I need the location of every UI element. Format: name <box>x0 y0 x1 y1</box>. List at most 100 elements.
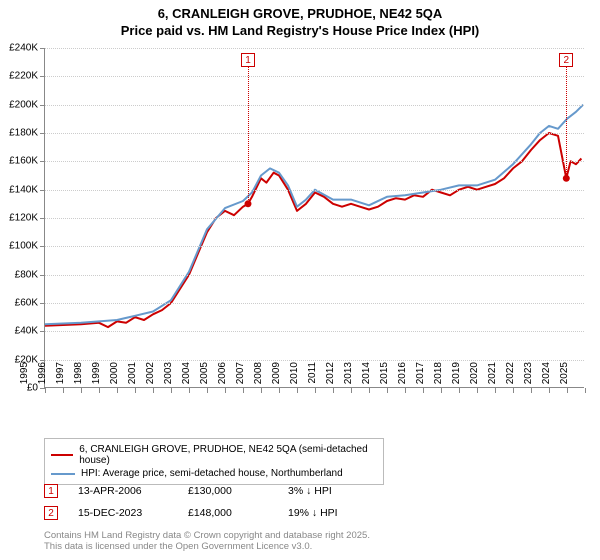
legend-swatch <box>51 454 73 456</box>
x-tick-mark <box>585 388 586 393</box>
series-line-hpi <box>45 105 583 325</box>
x-tick-label: 2021 <box>487 362 498 392</box>
y-tick-mark <box>40 275 45 276</box>
x-tick-label: 2014 <box>361 362 372 392</box>
y-tick-label: £160K <box>0 156 38 167</box>
event-marker-box: 2 <box>44 506 58 520</box>
x-tick-label: 2018 <box>433 362 444 392</box>
y-tick-mark <box>40 133 45 134</box>
y-tick-mark <box>40 190 45 191</box>
y-tick-mark <box>40 360 45 361</box>
x-tick-label: 1997 <box>55 362 66 392</box>
y-tick-label: £200K <box>0 99 38 110</box>
x-tick-label: 2019 <box>451 362 462 392</box>
y-tick-mark <box>40 105 45 106</box>
y-tick-label: £140K <box>0 184 38 195</box>
x-tick-label: 2005 <box>199 362 210 392</box>
gridline-h <box>45 303 584 304</box>
event-marker-box: 1 <box>44 484 58 498</box>
legend-row: HPI: Average price, semi-detached house,… <box>51 467 377 480</box>
legend-box: 6, CRANLEIGH GROVE, PRUDHOE, NE42 5QA (s… <box>44 438 384 485</box>
gridline-h <box>45 360 584 361</box>
event-price: £148,000 <box>188 507 268 519</box>
x-tick-label: 2025 <box>559 362 570 392</box>
x-tick-label: 2015 <box>379 362 390 392</box>
title-line-1: 6, CRANLEIGH GROVE, PRUDHOE, NE42 5QA <box>0 6 600 23</box>
y-tick-mark <box>40 76 45 77</box>
x-tick-label: 1996 <box>37 362 48 392</box>
x-tick-label: 2020 <box>469 362 480 392</box>
x-tick-label: 2000 <box>109 362 120 392</box>
y-tick-label: £100K <box>0 241 38 252</box>
y-tick-mark <box>40 48 45 49</box>
y-tick-mark <box>40 246 45 247</box>
legend-label: 6, CRANLEIGH GROVE, PRUDHOE, NE42 5QA (s… <box>79 444 377 466</box>
x-tick-label: 2013 <box>343 362 354 392</box>
footer-line-1: Contains HM Land Registry data © Crown c… <box>44 530 370 541</box>
event-row: 2 15-DEC-2023 £148,000 19% ↓ HPI <box>44 502 408 524</box>
x-tick-label: 1999 <box>91 362 102 392</box>
x-tick-label: 2006 <box>217 362 228 392</box>
x-tick-label: 2017 <box>415 362 426 392</box>
x-tick-label: 2008 <box>253 362 264 392</box>
x-tick-label: 2009 <box>271 362 282 392</box>
x-tick-label: 2022 <box>505 362 516 392</box>
event-date: 15-DEC-2023 <box>78 507 168 519</box>
x-tick-label: 2011 <box>307 362 318 392</box>
x-tick-label: 2010 <box>289 362 300 392</box>
x-tick-label: 1998 <box>73 362 84 392</box>
annotation-box: 1 <box>241 53 255 67</box>
events-table: 1 13-APR-2006 £130,000 3% ↓ HPI 2 15-DEC-2023… <box>44 480 408 524</box>
gridline-h <box>45 275 584 276</box>
gridline-h <box>45 161 584 162</box>
annotation-box: 2 <box>559 53 573 67</box>
chart-container: 6, CRANLEIGH GROVE, PRUDHOE, NE42 5QA Pr… <box>0 0 600 560</box>
gridline-h <box>45 218 584 219</box>
gridline-h <box>45 105 584 106</box>
legend-swatch <box>51 473 75 475</box>
annotation-line <box>566 66 567 178</box>
legend-label: HPI: Average price, semi-detached house,… <box>81 468 343 479</box>
gridline-h <box>45 331 584 332</box>
event-price: £130,000 <box>188 485 268 497</box>
x-tick-label: 2012 <box>325 362 336 392</box>
chart-area: 1995199619971998199920002001200220032004… <box>44 48 584 408</box>
x-tick-label: 2004 <box>181 362 192 392</box>
x-tick-label: 2007 <box>235 362 246 392</box>
x-tick-label: 2024 <box>541 362 552 392</box>
y-tick-mark <box>40 161 45 162</box>
gridline-h <box>45 48 584 49</box>
plot-area: 1995199619971998199920002001200220032004… <box>44 48 584 388</box>
y-tick-label: £120K <box>0 213 38 224</box>
y-tick-label: £240K <box>0 43 38 54</box>
y-tick-mark <box>40 303 45 304</box>
x-tick-label: 2016 <box>397 362 408 392</box>
y-tick-label: £60K <box>0 298 38 309</box>
x-tick-label: 2003 <box>163 362 174 392</box>
y-tick-mark <box>40 218 45 219</box>
y-tick-label: £20K <box>0 354 38 365</box>
y-tick-label: £180K <box>0 128 38 139</box>
event-delta: 3% ↓ HPI <box>288 485 408 497</box>
x-tick-label: 2002 <box>145 362 156 392</box>
y-tick-label: £80K <box>0 269 38 280</box>
legend-row: 6, CRANLEIGH GROVE, PRUDHOE, NE42 5QA (s… <box>51 443 377 467</box>
gridline-h <box>45 76 584 77</box>
footer-line-2: This data is licensed under the Open Gov… <box>44 541 370 552</box>
footer-text: Contains HM Land Registry data © Crown c… <box>44 530 370 553</box>
gridline-h <box>45 133 584 134</box>
title-line-2: Price paid vs. HM Land Registry's House … <box>0 23 600 40</box>
event-delta: 19% ↓ HPI <box>288 507 408 519</box>
y-tick-label: £0 <box>0 383 38 394</box>
y-tick-label: £40K <box>0 326 38 337</box>
gridline-h <box>45 190 584 191</box>
x-tick-label: 2023 <box>523 362 534 392</box>
annotation-line <box>248 66 249 204</box>
y-tick-label: £220K <box>0 71 38 82</box>
gridline-h <box>45 246 584 247</box>
y-tick-mark <box>40 331 45 332</box>
title-block: 6, CRANLEIGH GROVE, PRUDHOE, NE42 5QA Pr… <box>0 0 600 40</box>
event-row: 1 13-APR-2006 £130,000 3% ↓ HPI <box>44 480 408 502</box>
x-tick-label: 2001 <box>127 362 138 392</box>
event-date: 13-APR-2006 <box>78 485 168 497</box>
